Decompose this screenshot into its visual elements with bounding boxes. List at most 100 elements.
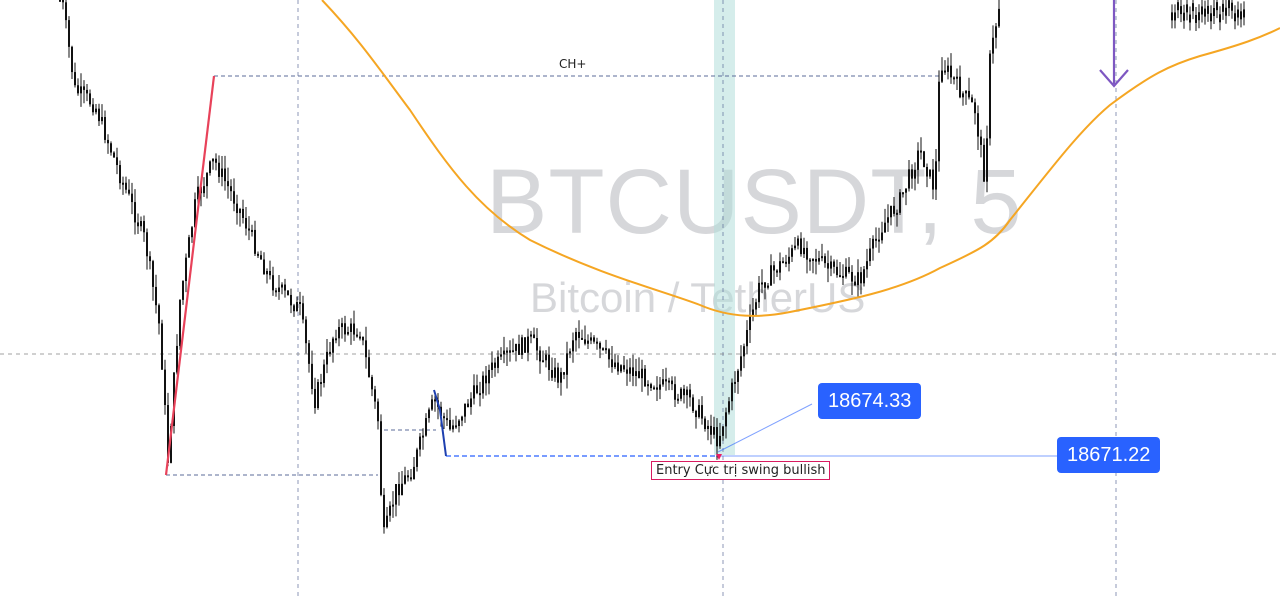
candle-body [347,331,349,335]
candle-body [920,150,922,153]
candle-body [683,388,685,396]
candle-body [365,340,367,358]
candle-body [527,336,529,353]
candle-body [533,334,535,339]
candle-body [62,0,64,3]
candle-body [926,166,928,177]
price-label-18674[interactable]: 18674.33 [818,383,922,419]
candle-body [362,336,364,341]
candle-body [71,46,73,73]
candle-body [665,379,667,382]
candle-body [752,309,754,316]
candle-body [797,238,799,246]
candle-body [236,203,238,214]
candle-body [1174,12,1176,21]
candle-body [869,248,871,262]
candle-body [992,37,994,54]
candle-body [833,261,835,267]
candle-body [701,405,703,419]
candle-body [542,360,544,363]
candle-body [677,398,679,401]
candle-body [248,228,250,231]
candle-body [827,263,829,269]
candle-body [743,346,745,357]
candle-body [125,182,127,190]
watermark-description: Bitcoin / TetherUS [530,274,866,321]
candle-body [953,77,955,80]
candle-body [962,93,964,98]
candle-body [158,305,160,324]
candle-body [674,384,676,400]
candle-body [809,259,811,262]
candle-body [773,265,775,271]
candle-body [311,363,313,389]
candle-body [740,356,742,371]
candle-body [839,275,841,278]
candle-body [323,364,325,384]
candle-body [1234,13,1236,22]
candle-body [662,379,664,385]
candle-body [764,282,766,288]
candle-body [659,384,661,390]
candle-body [83,86,85,90]
candle-body [338,327,340,339]
candle-body [608,349,610,360]
candle-body [1216,2,1218,11]
candle-body [929,169,931,177]
candle-body [452,425,454,430]
candle-body [392,504,394,507]
candle-body [389,505,391,516]
candle-body [203,186,205,194]
candle-body [500,354,502,357]
candle-body [641,368,643,379]
candle-body [128,189,130,194]
candle-body [182,281,184,300]
candle-body [830,261,832,269]
candle-body [113,152,115,158]
candle-body [776,270,778,273]
candle-body [194,199,196,228]
candle-body [137,222,139,227]
candle-body [566,353,568,375]
candle-body [1186,4,1188,13]
candle-body [905,188,907,193]
candle-body [1207,5,1209,14]
candle-body [545,354,547,361]
candle-body [842,275,844,278]
candle-body [767,285,769,288]
candle-body [914,169,916,179]
candle-body [476,385,478,394]
candle-body [281,284,283,288]
candle-body [170,425,172,463]
candle-body [422,435,424,438]
candle-body [1204,8,1206,17]
candle-body [968,90,970,98]
candle-body [737,370,739,382]
candle-body [770,265,772,286]
candle-body [503,350,505,355]
candle-body [164,369,166,406]
candle-body [749,315,751,331]
candle-body [290,294,292,306]
candle-body [986,138,988,182]
candle-body [107,139,109,144]
candle-body [263,259,265,275]
candle-body [605,348,607,351]
candle-body [257,253,259,256]
candle-body [1219,14,1221,23]
candle-body [530,334,532,337]
candle-body [1195,14,1197,23]
candle-body [671,380,673,385]
candle-body [131,193,133,203]
candle-body [761,282,763,285]
candle-body [506,350,508,353]
candle-body [407,475,409,478]
candle-body [386,515,388,528]
candle-body [479,393,481,396]
price-label-18671[interactable]: 18671.22 [1057,437,1161,473]
candle-body [611,359,613,368]
candle-body [692,397,694,412]
candle-body [722,426,724,436]
candle-body [149,256,151,262]
